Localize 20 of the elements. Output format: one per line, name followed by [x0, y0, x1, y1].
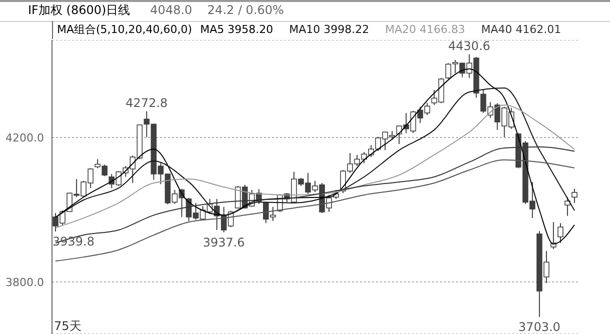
- text: MA10 3998.22: [289, 23, 370, 36]
- y-tick-label: 3800.0: [6, 276, 44, 289]
- annotation: 4272.8: [126, 96, 168, 110]
- candlestick: [564, 196, 570, 216]
- chart-subtitle: 4048.0 24.2 / 0.60%: [150, 3, 284, 17]
- text: MA40 4162.01: [481, 23, 562, 36]
- annotation: 4430.6: [448, 39, 490, 54]
- y-tick-label: 4200.0: [6, 131, 44, 144]
- line-series: [55, 159, 575, 262]
- text: MA组合(5,10,20,40,60,0): [57, 23, 192, 36]
- annotation: 3937.6: [202, 235, 245, 250]
- annotation: 3939.8: [52, 234, 95, 248]
- annotation: 3703.0: [518, 320, 560, 334]
- text: MA20 4166.83: [385, 23, 466, 36]
- candlestick: [445, 62, 452, 80]
- annotation: 75天: [54, 319, 82, 333]
- text: MA5 3958.20: [200, 23, 274, 36]
- chart-title: IF加权 (8600)日线: [28, 3, 130, 17]
- candlestick: [558, 222, 564, 244]
- candlestick: [572, 188, 578, 204]
